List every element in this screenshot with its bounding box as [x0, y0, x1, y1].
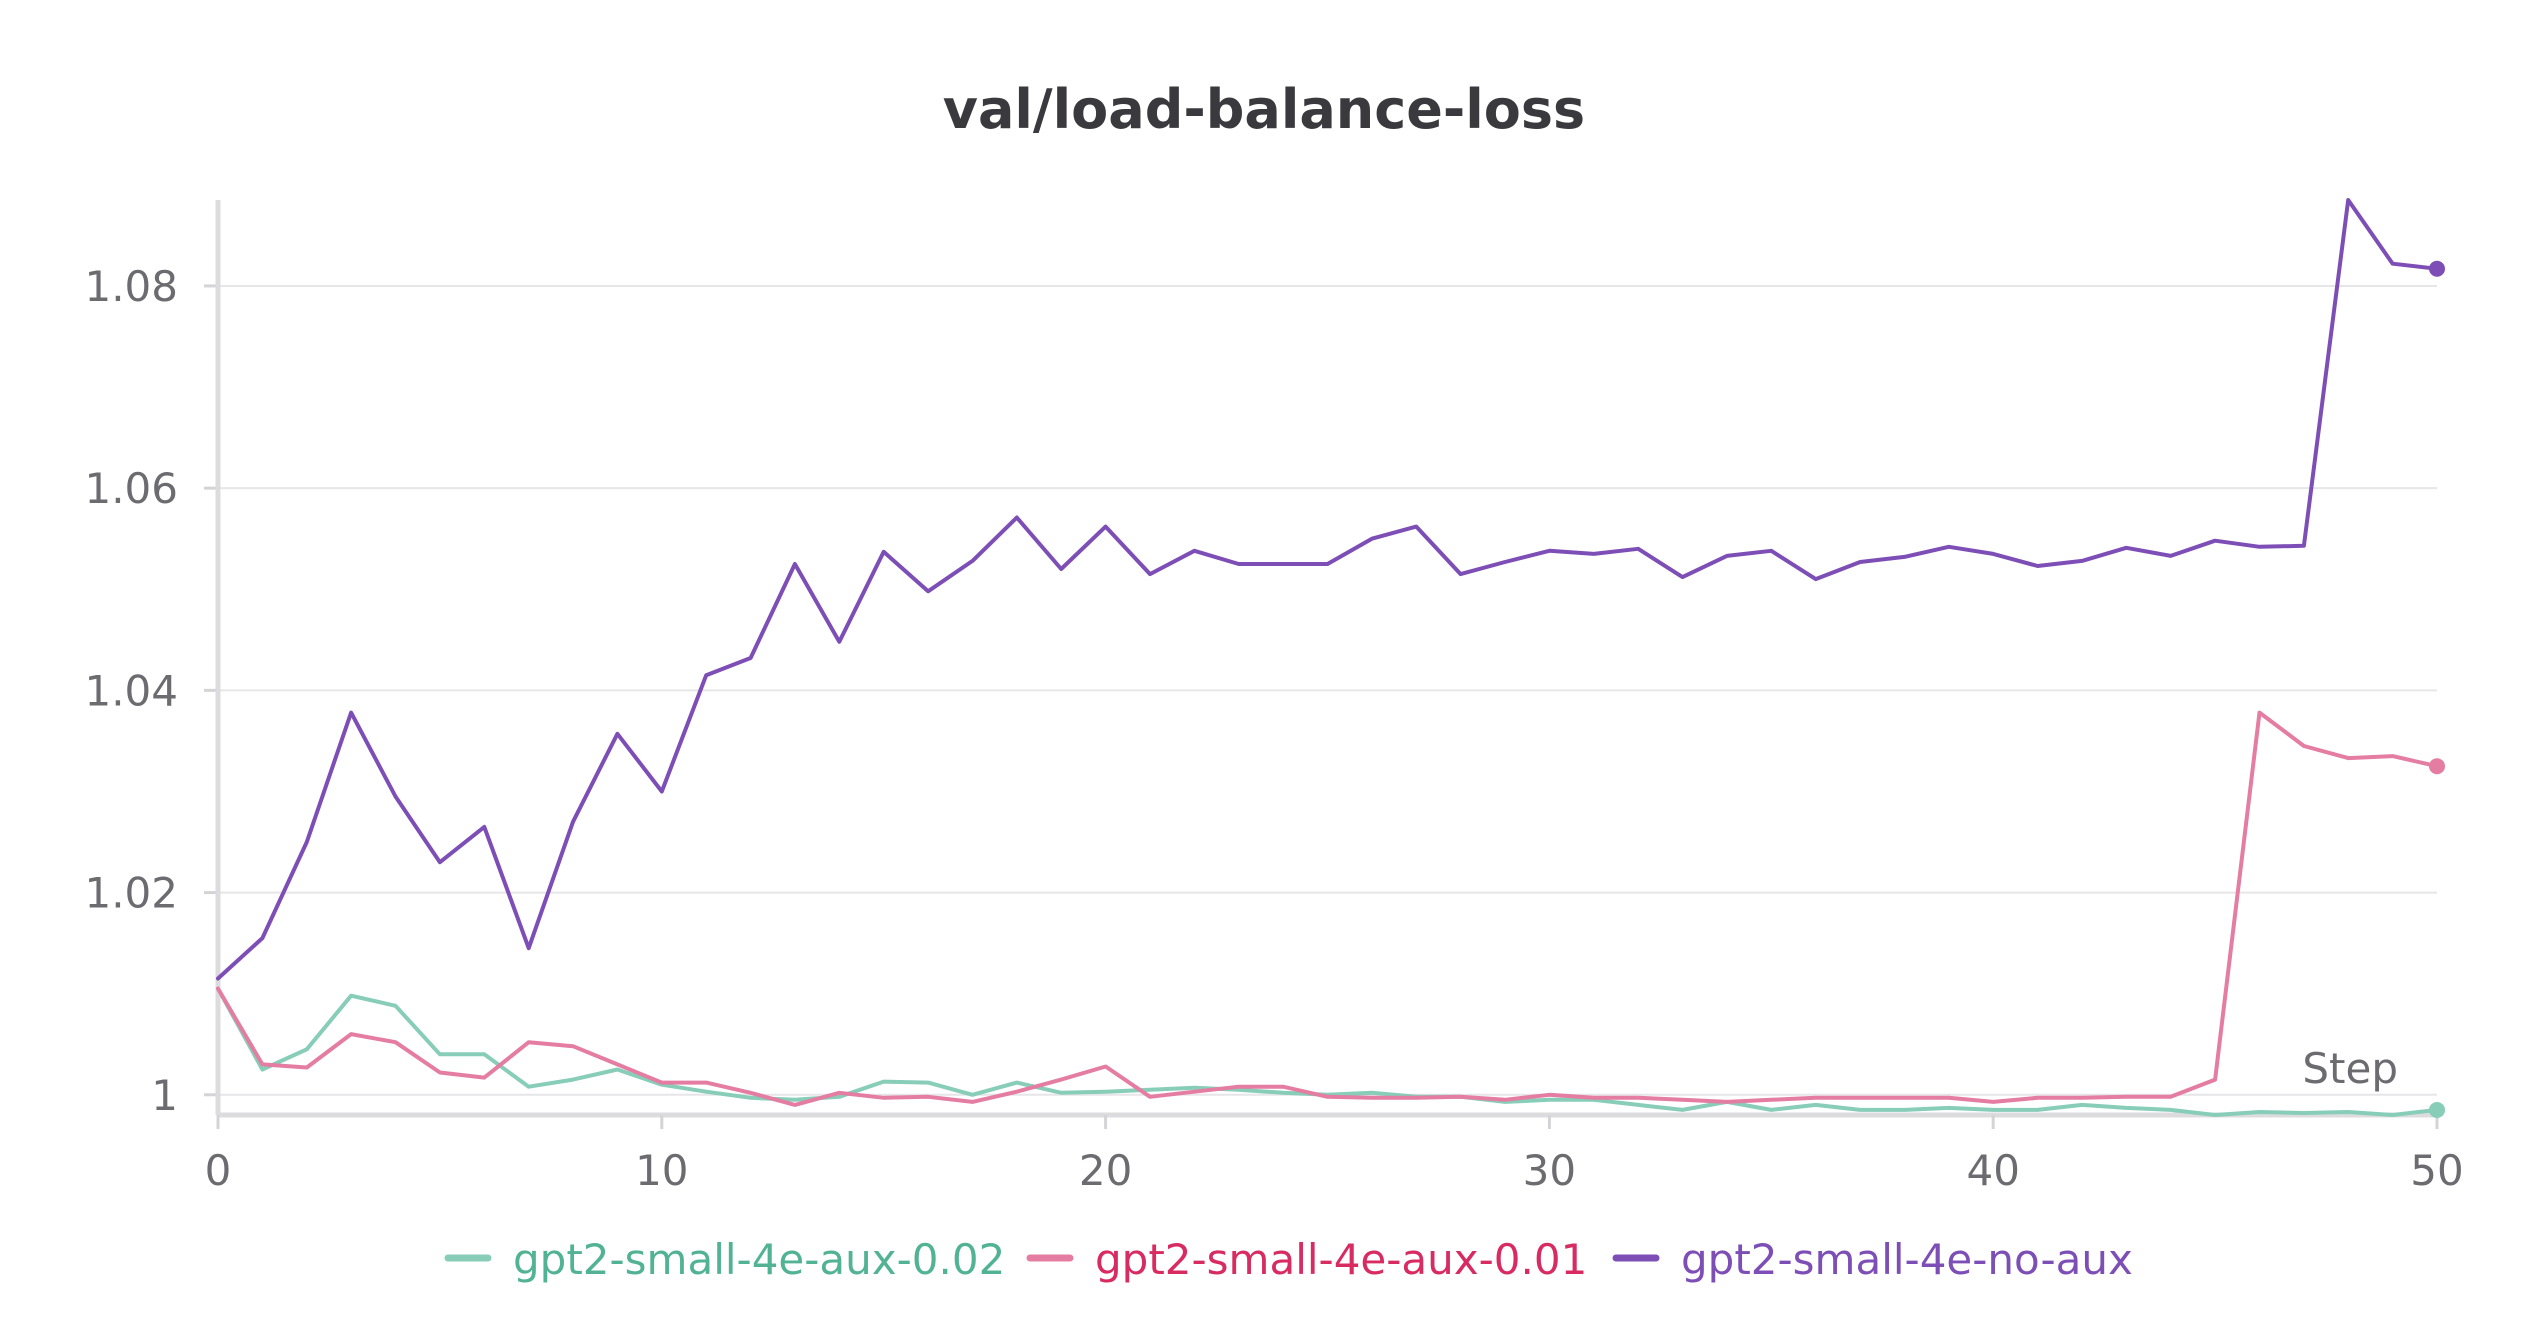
- series-end-marker[interactable]: [2429, 758, 2445, 775]
- x-tick-label: 50: [2410, 1146, 2463, 1195]
- legend[interactable]: gpt2-small-4e-aux-0.02 gpt2-small-4e-aux-…: [444, 1235, 2133, 1284]
- legend-item[interactable]: gpt2-small-4e-aux-0.02: [444, 1235, 1005, 1284]
- x-tick-label: 40: [1966, 1146, 2019, 1195]
- x-tick-label: 10: [635, 1146, 688, 1195]
- series-line-3[interactable]: [216, 198, 2439, 981]
- x-axis-label: Step: [2302, 1044, 2398, 1093]
- series-end-marker[interactable]: [2429, 260, 2445, 277]
- x-tick-label: 20: [1079, 1146, 1132, 1195]
- y-tick-label: 1.02: [84, 869, 178, 918]
- legend-label: gpt2-small-4e-aux-0.01: [1095, 1235, 1587, 1284]
- legend-item[interactable]: gpt2-small-4e-no-aux: [1612, 1235, 2133, 1284]
- legend-label: gpt2-small-4e-aux-0.02: [513, 1235, 1005, 1284]
- axes: [204, 200, 2439, 1129]
- legend-label: gpt2-small-4e-no-aux: [1681, 1235, 2133, 1284]
- series-line-2[interactable]: [216, 710, 2439, 1107]
- legend-item[interactable]: gpt2-small-4e-aux-0.01: [1026, 1235, 1587, 1284]
- gridlines: [218, 284, 2437, 1096]
- y-tick-label: 1.06: [84, 464, 178, 513]
- series-lines: [216, 198, 2445, 1118]
- tick-labels: 1 1.02 1.04 1.06 1.08 0 10 20 30 40 50: [84, 262, 2463, 1195]
- series-end-marker[interactable]: [2429, 1101, 2445, 1118]
- y-tick-label: 1.04: [84, 666, 178, 715]
- x-tick-label: 30: [1523, 1146, 1576, 1195]
- chart-title: val/load-balance-loss: [943, 78, 1585, 141]
- y-tick-label: 1: [151, 1071, 178, 1120]
- y-tick-label: 1.08: [84, 262, 178, 311]
- x-tick-label: 0: [205, 1146, 232, 1195]
